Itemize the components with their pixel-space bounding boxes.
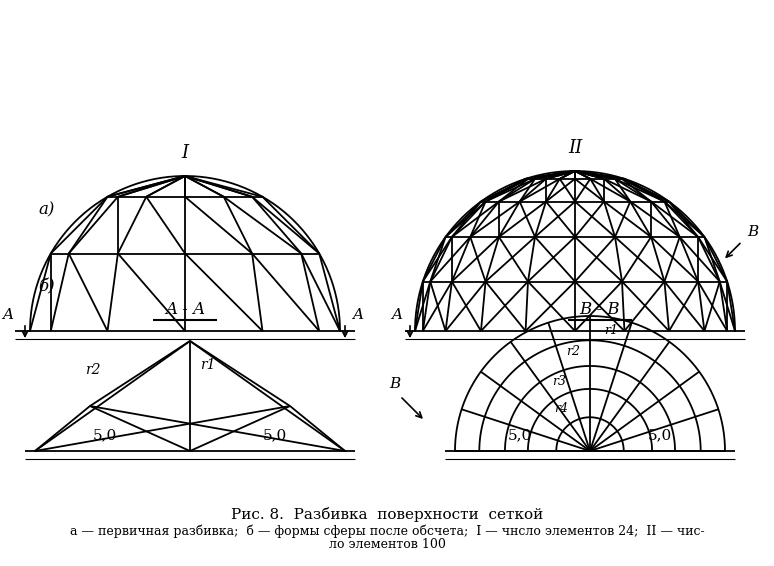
Text: II: II <box>568 139 582 157</box>
Text: 5,0: 5,0 <box>263 428 287 442</box>
Text: A: A <box>2 308 13 322</box>
Text: 5,0: 5,0 <box>648 428 673 442</box>
Text: r1: r1 <box>200 358 215 372</box>
Text: B - B: B - B <box>580 301 620 318</box>
Text: A: A <box>352 308 364 322</box>
Text: r2: r2 <box>566 345 580 358</box>
Text: I: I <box>181 144 189 162</box>
Text: 5,0: 5,0 <box>93 428 117 442</box>
Text: 5,0: 5,0 <box>508 428 532 442</box>
Text: B: B <box>389 377 401 391</box>
Text: A - A: A - A <box>165 301 205 318</box>
Text: B: B <box>747 225 759 239</box>
Text: а): а) <box>38 201 54 218</box>
Text: r3: r3 <box>552 375 567 388</box>
Text: б): б) <box>38 278 55 295</box>
Text: r4: r4 <box>554 402 568 415</box>
Text: а — первичная разбивка;  б — формы сферы после обсчета;  I — чнсло элементов 24;: а — первичная разбивка; б — формы сферы … <box>70 524 704 538</box>
Text: Рис. 8.  Разбивка  поверхности  сеткой: Рис. 8. Разбивка поверхности сеткой <box>231 507 543 521</box>
Text: ло элементов 100: ло элементов 100 <box>328 538 446 551</box>
Text: r2: r2 <box>85 363 101 377</box>
Text: A: A <box>392 308 402 322</box>
Text: r1: r1 <box>604 324 618 337</box>
